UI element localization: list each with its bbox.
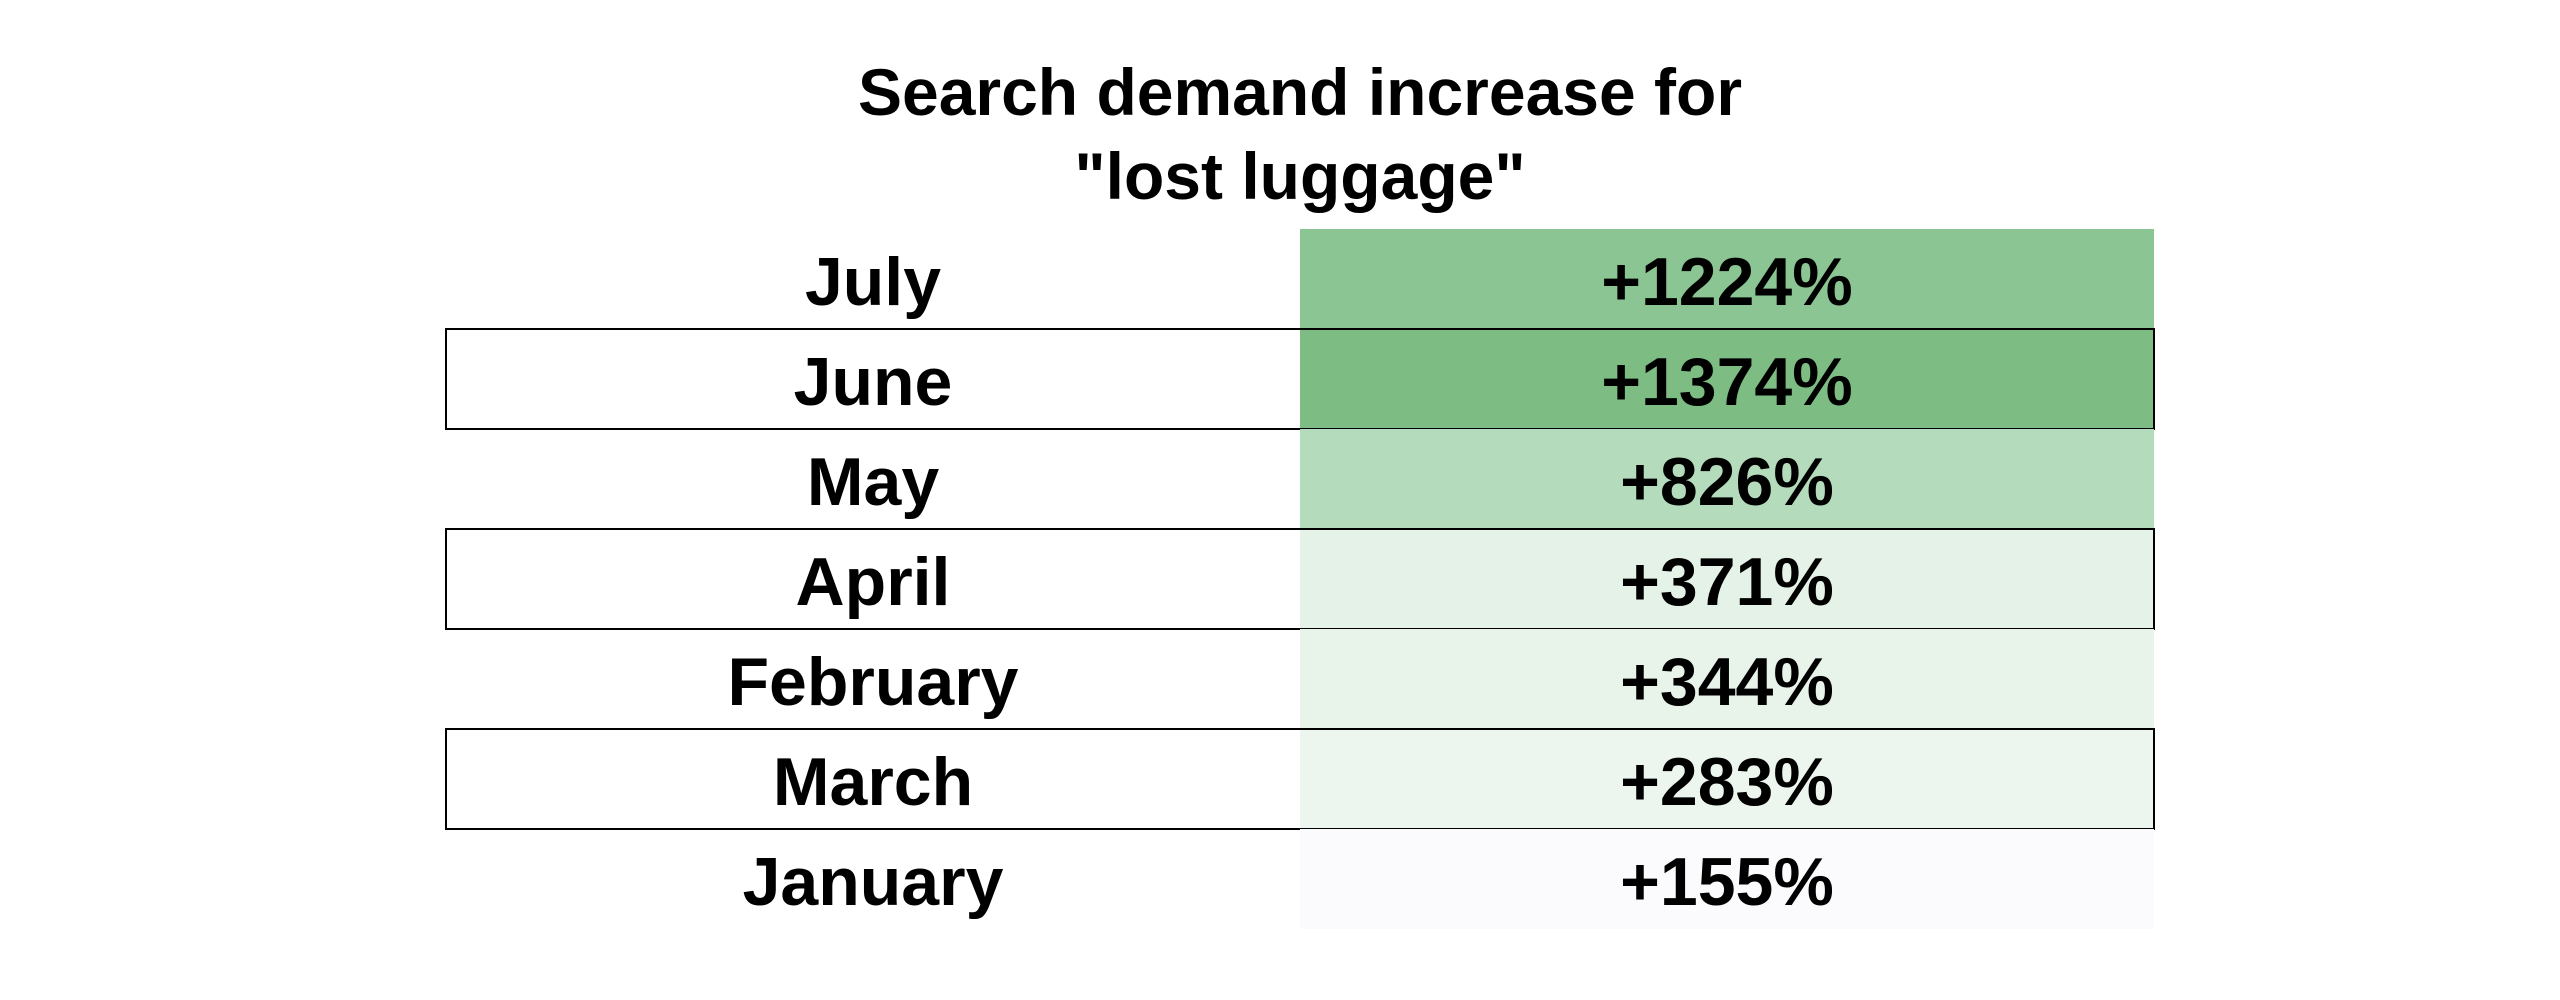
value-cell: +155% xyxy=(1300,829,2154,929)
table-row: January +155% xyxy=(446,829,2154,929)
month-cell: July xyxy=(804,244,942,320)
value-cell: +283% xyxy=(1300,729,2154,829)
value-cell: +826% xyxy=(1300,429,2154,529)
value-cell: +1224% xyxy=(1300,229,2154,329)
table-row: April +371% xyxy=(445,528,2155,630)
month-cell: May xyxy=(806,444,940,520)
month-cell: March xyxy=(772,744,974,820)
value-cell: +1374% xyxy=(1300,329,2154,429)
month-cell: February xyxy=(727,644,1019,720)
chart-title-line-1: Search demand increase for xyxy=(857,55,1743,129)
table-row: July +1224% xyxy=(446,229,2154,329)
value-cell: +344% xyxy=(1300,629,2154,729)
month-cell: June xyxy=(793,344,953,420)
month-cell: January xyxy=(742,844,1004,920)
value-cell: +371% xyxy=(1300,529,2154,629)
table-row: February +344% xyxy=(446,629,2154,729)
data-table: July +1224% June +1374% May +826% April +371% Fe… xyxy=(445,229,2155,929)
table-row: May +826% xyxy=(446,429,2154,529)
chart-title: Search demand increase for "lost luggage… xyxy=(0,50,2560,218)
table-row: March +283% xyxy=(445,728,2155,830)
table-row: June +1374% xyxy=(445,328,2155,430)
chart-title-line-2: "lost luggage" xyxy=(1074,139,1526,213)
month-cell: April xyxy=(795,544,951,620)
